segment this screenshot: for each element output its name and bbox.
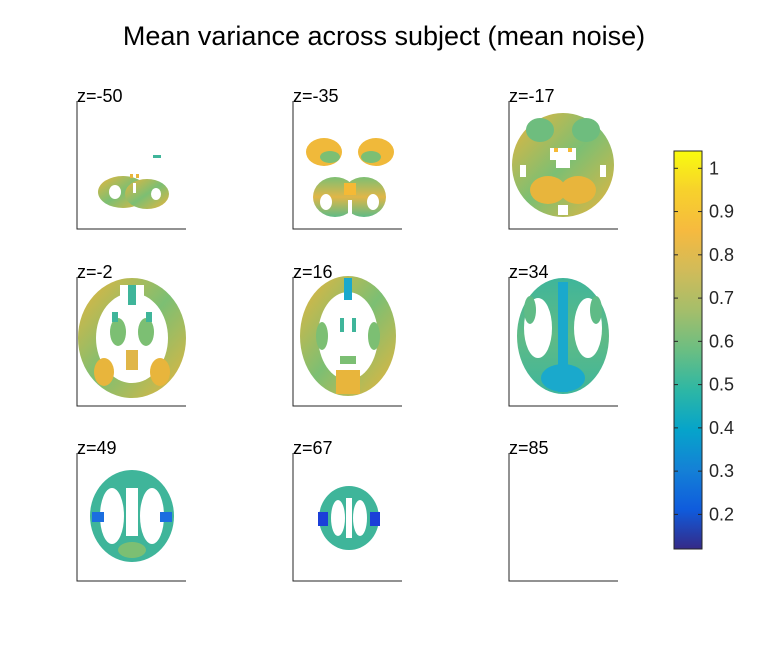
colorbar-tick-label: 0.6 [709, 331, 734, 351]
slice-panel: z=85 [508, 438, 618, 582]
panel-axes [76, 101, 186, 230]
brain-slice [300, 276, 396, 396]
panel-axes [292, 101, 402, 230]
colorbar-ticks: 0.2 0.3 0.4 0.5 0.6 0.7 0.8 0.9 1 [674, 158, 734, 524]
slice-label: z=67 [293, 438, 333, 458]
brain-slice [90, 470, 174, 562]
panel-axes [292, 277, 402, 407]
brain-slice [98, 155, 169, 209]
slice-panel: z=67 [292, 438, 402, 582]
brain-slice [318, 486, 380, 550]
brain-slice [512, 113, 614, 217]
slice-label: z=-2 [77, 262, 113, 282]
panel-axes [508, 277, 618, 407]
slice-panel: z=-2 [76, 262, 186, 407]
colorbar-tick-label: 0.4 [709, 418, 734, 438]
colorbar-tick-label: 0.7 [709, 288, 734, 308]
slice-panel: z=34 [508, 262, 618, 407]
panel-axes [292, 453, 402, 582]
colorbar-tick-label: 0.8 [709, 245, 734, 265]
colorbar-tick-label: 0.5 [709, 375, 734, 395]
panel-axes [508, 101, 618, 230]
colorbar: 0.2 0.3 0.4 0.5 0.6 0.7 0.8 0.9 1 [673, 150, 734, 550]
brain-slice [517, 278, 609, 394]
slice-label: z=-35 [293, 86, 339, 106]
slice-label: z=34 [509, 262, 549, 282]
panel-axes [508, 453, 618, 582]
brain-slice [78, 278, 186, 398]
panel-axes [76, 277, 186, 407]
colorbar-tick-label: 0.2 [709, 504, 734, 524]
colorbar-tick-label: 1 [709, 158, 719, 178]
slice-label: z=49 [77, 438, 117, 458]
brain-slice [306, 138, 394, 217]
slice-label: z=85 [509, 438, 549, 458]
figure-title: Mean variance across subject (mean noise… [123, 21, 645, 51]
slice-label: z=-50 [77, 86, 123, 106]
colorbar-tick-label: 0.3 [709, 461, 734, 481]
slice-panel: z=16 [292, 262, 402, 407]
slice-label: z=-17 [509, 86, 555, 106]
slice-panel: z=49 [76, 438, 186, 582]
slice-panel: z=-35 [292, 86, 402, 230]
colorbar-gradient [673, 150, 703, 550]
panel-axes [76, 453, 186, 582]
slice-label: z=16 [293, 262, 333, 282]
slice-panel: z=-50 [76, 86, 186, 230]
slice-panel: z=-17 [508, 86, 618, 230]
colorbar-tick-label: 0.9 [709, 202, 734, 222]
